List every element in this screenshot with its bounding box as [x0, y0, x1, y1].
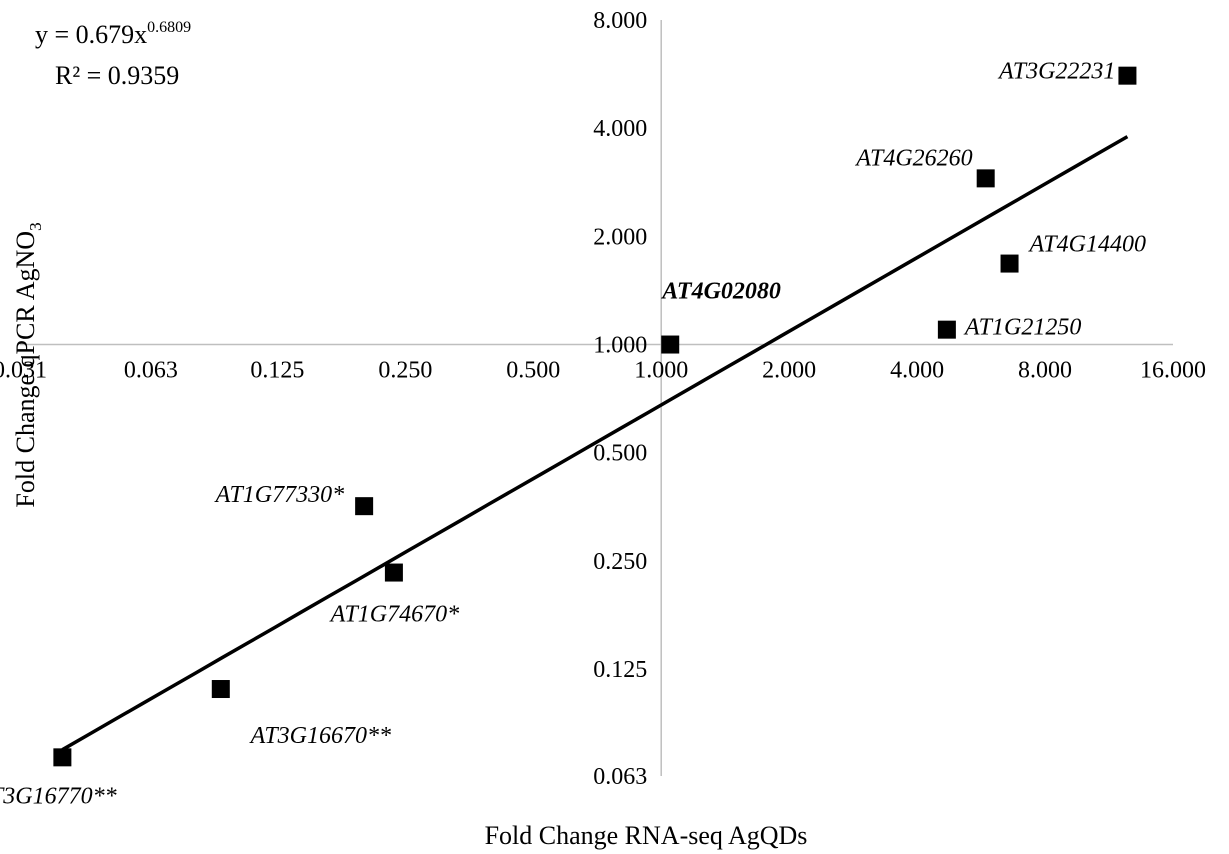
data-point: [384, 563, 403, 582]
data-point: [1000, 254, 1019, 273]
x-tick-label: 8.000: [1018, 358, 1072, 384]
trendline: [61, 135, 1129, 752]
y-tick-label: 0.500: [593, 441, 647, 467]
x-axis-title: Fold Change RNA-seq AgQDs: [485, 821, 808, 850]
x-tick-label: 4.000: [890, 358, 944, 384]
y-tick-label: 4.000: [593, 116, 647, 142]
point-label: AT4G14400: [1028, 232, 1146, 258]
data-point: [53, 748, 72, 767]
y-tick-label: 0.125: [593, 657, 647, 683]
data-point: [661, 335, 680, 354]
r-squared: R² = 0.9359: [55, 61, 179, 90]
y-tick-label: 0.063: [593, 764, 647, 790]
x-tick-label: 16.000: [1140, 358, 1206, 384]
x-tick-label: 1.000: [634, 358, 688, 384]
y-tick-label: 0.250: [593, 549, 647, 575]
x-tick-label: 0.031: [0, 358, 47, 384]
point-label: AT1G77330*: [214, 482, 344, 508]
x-tick-label: 0.125: [250, 358, 304, 384]
x-tick-label: 0.063: [124, 358, 178, 384]
x-tick-label: 2.000: [762, 358, 816, 384]
point-label: AT3G22231: [997, 59, 1115, 85]
y-tick-labels: 0.063 0.125 0.250 0.500 1.000 2.000 4.000 8.000: [593, 8, 647, 790]
trend-equation: y = 0.679x0.6809: [35, 19, 191, 49]
point-label: AT4G02080: [660, 279, 781, 305]
points-group: [53, 66, 1137, 767]
point-label: AT4G26260: [854, 145, 972, 171]
point-label: AT3G16770**: [0, 783, 117, 809]
x-tick-label: 0.250: [378, 358, 432, 384]
trendline-group: [61, 135, 1129, 752]
y-tick-label: 1.000: [593, 333, 647, 359]
x-tick-label: 0.500: [506, 358, 560, 384]
point-labels-group: AT3G22231 AT4G26260 AT4G14400 AT4G02080 AT1G…: [0, 59, 1146, 810]
data-point: [211, 680, 230, 699]
data-point: [1118, 66, 1137, 85]
data-point: [355, 497, 374, 516]
y-tick-label: 8.000: [593, 8, 647, 34]
point-label: AT1G21250: [963, 315, 1081, 341]
point-label: AT3G16670**: [249, 723, 391, 749]
y-tick-label: 2.000: [593, 224, 647, 250]
point-label: AT1G74670*: [329, 602, 459, 628]
y-axis-title: Fold Change qPCR AgNO3: [11, 222, 45, 507]
data-point: [976, 169, 995, 188]
data-point: [937, 320, 956, 339]
axes: [20, 20, 1173, 776]
x-tick-labels: 0.031 0.063 0.125 0.250 0.500 1.000 2.000 4.000…: [0, 358, 1206, 384]
